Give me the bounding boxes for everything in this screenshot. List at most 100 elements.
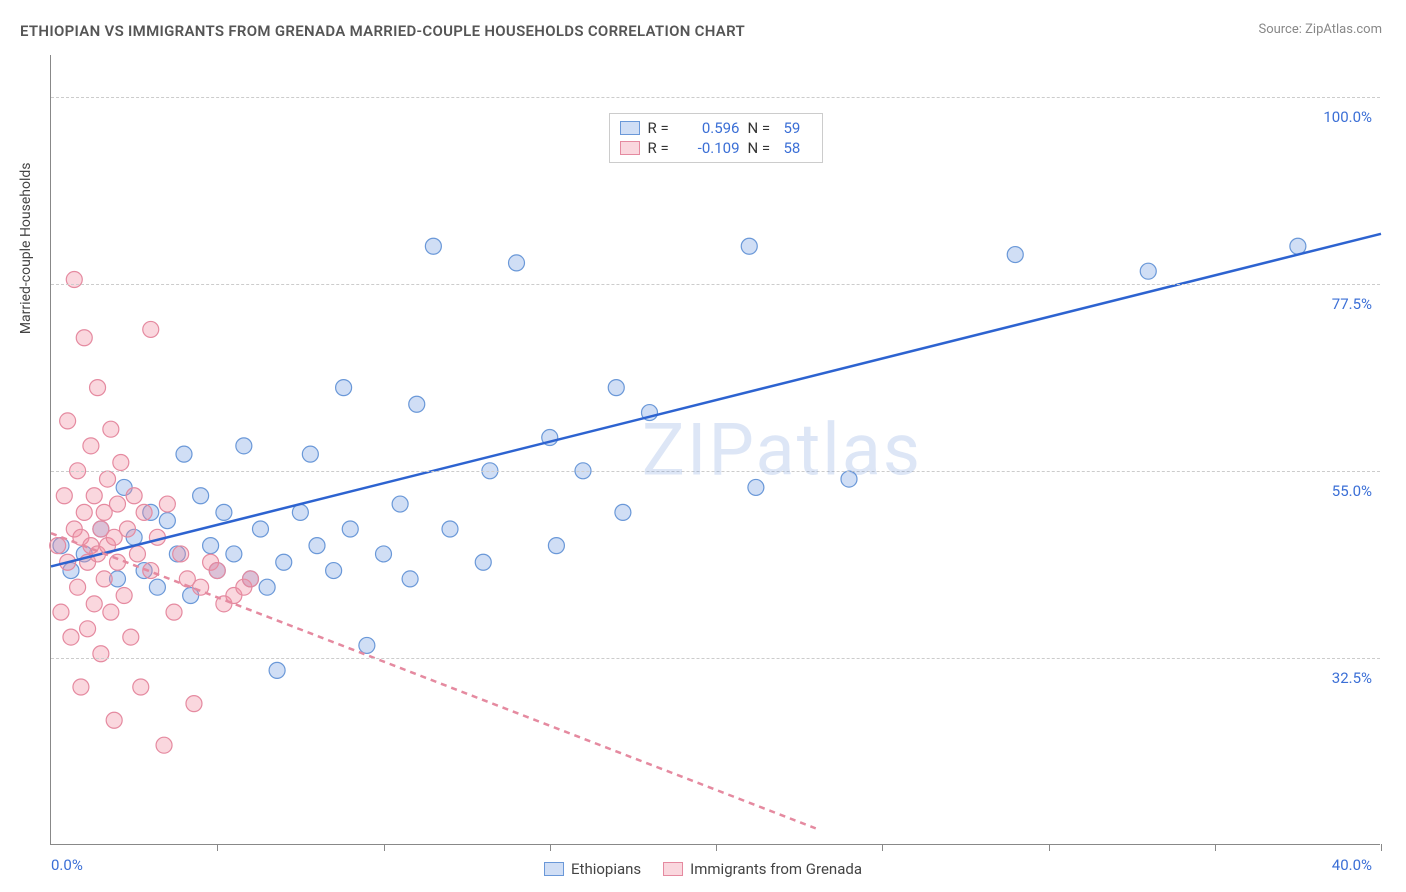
data-point	[359, 637, 375, 653]
data-point	[86, 488, 102, 504]
data-point	[96, 571, 112, 587]
data-point	[336, 380, 352, 396]
data-point	[216, 504, 232, 520]
data-point	[193, 488, 209, 504]
correlation-legend: R =0.596N =59R =-0.109N =58	[609, 113, 823, 163]
data-point	[475, 554, 491, 570]
x-tick	[550, 844, 551, 851]
data-point	[133, 679, 149, 695]
data-point	[326, 563, 342, 579]
data-point	[548, 538, 564, 554]
data-point	[203, 538, 219, 554]
r-label: R =	[648, 139, 676, 157]
r-value: -0.109	[684, 139, 740, 157]
n-value: 59	[784, 119, 812, 137]
x-tick	[1381, 844, 1382, 851]
x-tick	[1049, 844, 1050, 851]
data-point	[83, 438, 99, 454]
data-point	[70, 579, 86, 595]
y-axis-title: Married-couple Households	[18, 162, 34, 334]
data-point	[226, 546, 242, 562]
y-tick-label: 77.5%	[1332, 295, 1372, 313]
source-label: Source: ZipAtlas.com	[1258, 22, 1382, 37]
data-point	[173, 546, 189, 562]
data-point	[176, 446, 192, 462]
data-point	[252, 521, 268, 537]
r-label: R =	[648, 119, 676, 137]
data-point	[143, 321, 159, 337]
regression-line	[51, 533, 816, 828]
data-point	[156, 737, 172, 753]
r-value: 0.596	[684, 119, 740, 137]
data-point	[425, 238, 441, 254]
data-point	[159, 496, 175, 512]
data-point	[113, 454, 129, 470]
plot-area: R =0.596N =59R =-0.109N =58 ZIPatlas 32.…	[50, 55, 1380, 845]
gridline	[51, 658, 1380, 659]
data-point	[166, 604, 182, 620]
data-point	[76, 504, 92, 520]
gridline	[51, 471, 1380, 472]
legend-item: Immigrants from Grenada	[663, 860, 862, 878]
n-label: N =	[748, 139, 776, 157]
chart-title: ETHIOPIAN VS IMMIGRANTS FROM GRENADA MAR…	[20, 22, 745, 40]
data-point	[100, 471, 116, 487]
data-point	[103, 604, 119, 620]
data-point	[342, 521, 358, 537]
data-point	[53, 604, 69, 620]
y-tick-label: 55.0%	[1332, 482, 1372, 500]
data-point	[741, 238, 757, 254]
chart-svg	[51, 55, 1380, 844]
data-point	[1140, 263, 1156, 279]
data-point	[236, 438, 252, 454]
data-point	[76, 330, 92, 346]
x-tick	[1215, 844, 1216, 851]
data-point	[1007, 247, 1023, 263]
legend-row: R = 0.596 N = 59	[620, 118, 812, 138]
data-point	[119, 521, 135, 537]
data-point	[259, 579, 275, 595]
x-tick	[882, 844, 883, 851]
x-label-min: 0.0%	[51, 856, 83, 874]
legend-row: R =-0.109N =58	[620, 138, 812, 158]
x-tick	[217, 844, 218, 851]
data-point	[409, 396, 425, 412]
legend-swatch	[620, 121, 640, 135]
gridline	[51, 97, 1380, 98]
data-point	[302, 446, 318, 462]
gridline	[51, 284, 1380, 285]
data-point	[159, 513, 175, 529]
y-tick-label: 100.0%	[1323, 108, 1372, 126]
data-point	[80, 621, 96, 637]
data-point	[442, 521, 458, 537]
data-point	[186, 696, 202, 712]
x-label-max: 40.0%	[1332, 856, 1372, 874]
data-point	[90, 380, 106, 396]
data-point	[86, 596, 102, 612]
data-point	[608, 380, 624, 396]
series-legend: EthiopiansImmigrants from Grenada	[544, 860, 862, 878]
y-tick-label: 32.5%	[1332, 669, 1372, 687]
legend-swatch	[544, 862, 564, 876]
data-point	[129, 546, 145, 562]
legend-swatch	[620, 141, 640, 155]
data-point	[376, 546, 392, 562]
data-point	[269, 662, 285, 678]
x-tick	[716, 844, 717, 851]
data-point	[60, 413, 76, 429]
data-point	[1290, 238, 1306, 254]
data-point	[292, 504, 308, 520]
data-point	[243, 571, 259, 587]
data-point	[56, 488, 72, 504]
data-point	[116, 588, 132, 604]
n-label: N =	[748, 119, 776, 137]
data-point	[615, 504, 631, 520]
data-point	[103, 421, 119, 437]
data-point	[402, 571, 418, 587]
data-point	[110, 496, 126, 512]
data-point	[123, 629, 139, 645]
data-point	[309, 538, 325, 554]
data-point	[209, 563, 225, 579]
data-point	[136, 504, 152, 520]
x-tick	[384, 844, 385, 851]
